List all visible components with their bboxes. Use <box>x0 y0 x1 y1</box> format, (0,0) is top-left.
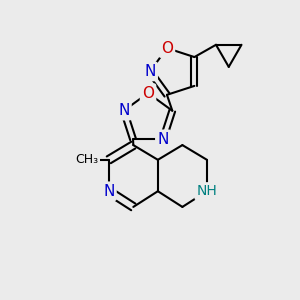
Text: N: N <box>157 132 169 147</box>
Text: CH₃: CH₃ <box>76 153 99 166</box>
Text: O: O <box>142 85 154 100</box>
Text: O: O <box>161 40 173 56</box>
Text: N: N <box>144 64 156 79</box>
Text: N: N <box>103 184 115 199</box>
Text: N: N <box>118 103 130 118</box>
Text: NH: NH <box>196 184 217 198</box>
